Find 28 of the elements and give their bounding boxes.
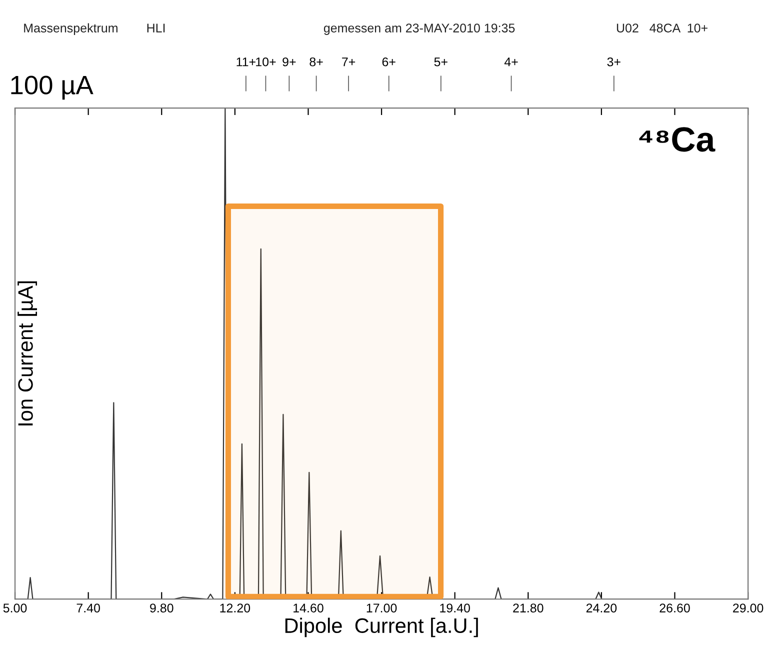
x-tick-label: 17.00 xyxy=(366,604,397,612)
text: 9+ xyxy=(282,57,296,66)
x-tick-label: 5.00 xyxy=(3,604,27,612)
y-axis-title: Ion Current [µA] xyxy=(18,281,38,426)
text: HLI xyxy=(147,24,165,32)
text: 8+ xyxy=(310,57,323,66)
x-tick-label: 7.40 xyxy=(76,604,100,612)
text: Massenspektrum xyxy=(24,23,118,35)
x-tick-label: 29.00 xyxy=(733,604,764,612)
x-tick-label: 19.40 xyxy=(440,604,470,612)
text: 100 µA xyxy=(11,76,94,100)
x-tick-label: 21.80 xyxy=(513,604,544,612)
x-axis-title: Dipole Current [a.U.] xyxy=(285,618,478,638)
text: 11+ xyxy=(236,58,256,66)
x-tick-label: 12.20 xyxy=(220,604,250,612)
text: 3+ xyxy=(607,57,620,66)
text: 7+ xyxy=(342,58,356,66)
text: 5+ xyxy=(434,58,448,66)
text: gemessen am 23-MAY-2010 19:35 xyxy=(324,24,515,35)
text: 6+ xyxy=(382,57,396,66)
text: 4+ xyxy=(504,58,518,66)
text: 10+ xyxy=(256,57,276,66)
text: U02 48CA 10+ xyxy=(616,24,708,32)
x-tick-label: 14.60 xyxy=(294,604,324,612)
x-tick-label: 26.60 xyxy=(660,604,690,612)
x-tick-label: 9.80 xyxy=(150,604,174,612)
x-tick-label: 24.20 xyxy=(586,604,617,612)
annotation: ⁴⁸Ca xyxy=(639,127,716,152)
